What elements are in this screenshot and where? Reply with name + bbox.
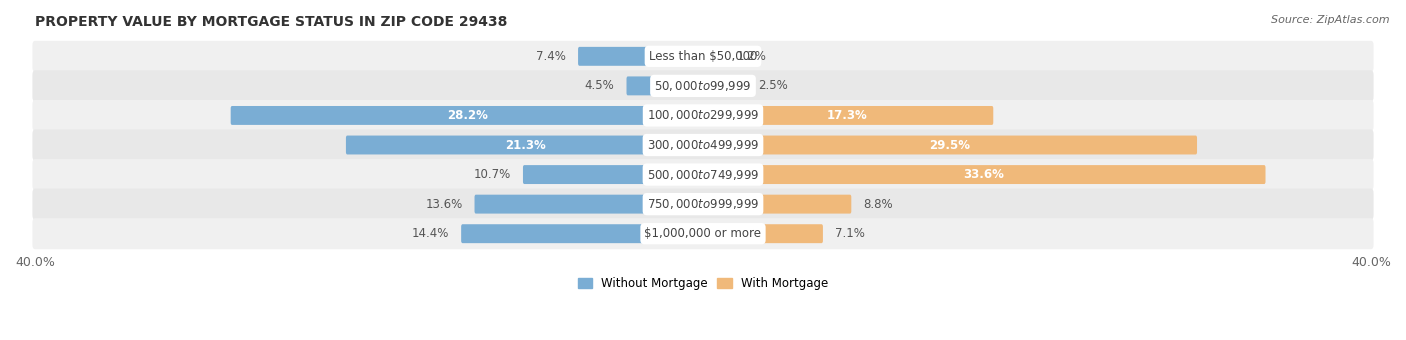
FancyBboxPatch shape bbox=[702, 136, 1197, 154]
Text: 29.5%: 29.5% bbox=[929, 138, 970, 152]
FancyBboxPatch shape bbox=[578, 47, 704, 66]
Text: $750,000 to $999,999: $750,000 to $999,999 bbox=[647, 197, 759, 211]
Text: Source: ZipAtlas.com: Source: ZipAtlas.com bbox=[1271, 15, 1389, 25]
Text: $300,000 to $499,999: $300,000 to $499,999 bbox=[647, 138, 759, 152]
Text: 13.6%: 13.6% bbox=[425, 198, 463, 211]
FancyBboxPatch shape bbox=[702, 106, 993, 125]
FancyBboxPatch shape bbox=[32, 70, 1374, 101]
Text: 28.2%: 28.2% bbox=[447, 109, 488, 122]
Text: 4.5%: 4.5% bbox=[585, 79, 614, 92]
Text: 17.3%: 17.3% bbox=[827, 109, 868, 122]
Text: PROPERTY VALUE BY MORTGAGE STATUS IN ZIP CODE 29438: PROPERTY VALUE BY MORTGAGE STATUS IN ZIP… bbox=[35, 15, 508, 29]
Text: 7.1%: 7.1% bbox=[835, 227, 865, 240]
Text: 21.3%: 21.3% bbox=[505, 138, 546, 152]
FancyBboxPatch shape bbox=[461, 224, 704, 243]
FancyBboxPatch shape bbox=[32, 159, 1374, 190]
FancyBboxPatch shape bbox=[346, 136, 704, 154]
Text: $50,000 to $99,999: $50,000 to $99,999 bbox=[654, 79, 752, 93]
Text: 7.4%: 7.4% bbox=[536, 50, 567, 63]
FancyBboxPatch shape bbox=[32, 218, 1374, 249]
Text: 14.4%: 14.4% bbox=[412, 227, 449, 240]
FancyBboxPatch shape bbox=[231, 106, 704, 125]
FancyBboxPatch shape bbox=[32, 189, 1374, 220]
FancyBboxPatch shape bbox=[32, 100, 1374, 131]
FancyBboxPatch shape bbox=[474, 195, 704, 214]
FancyBboxPatch shape bbox=[702, 76, 747, 95]
FancyBboxPatch shape bbox=[523, 165, 704, 184]
Text: $500,000 to $749,999: $500,000 to $749,999 bbox=[647, 168, 759, 182]
FancyBboxPatch shape bbox=[32, 130, 1374, 160]
Text: $1,000,000 or more: $1,000,000 or more bbox=[644, 227, 762, 240]
Text: Less than $50,000: Less than $50,000 bbox=[648, 50, 758, 63]
Text: 2.5%: 2.5% bbox=[758, 79, 787, 92]
FancyBboxPatch shape bbox=[32, 41, 1374, 72]
Text: 1.2%: 1.2% bbox=[737, 50, 766, 63]
FancyBboxPatch shape bbox=[702, 165, 1265, 184]
FancyBboxPatch shape bbox=[702, 47, 724, 66]
FancyBboxPatch shape bbox=[702, 195, 851, 214]
Text: 8.8%: 8.8% bbox=[863, 198, 893, 211]
Legend: Without Mortgage, With Mortgage: Without Mortgage, With Mortgage bbox=[574, 272, 832, 294]
Text: $100,000 to $299,999: $100,000 to $299,999 bbox=[647, 108, 759, 122]
Text: 33.6%: 33.6% bbox=[963, 168, 1004, 181]
FancyBboxPatch shape bbox=[627, 76, 704, 95]
FancyBboxPatch shape bbox=[702, 224, 823, 243]
Text: 10.7%: 10.7% bbox=[474, 168, 510, 181]
